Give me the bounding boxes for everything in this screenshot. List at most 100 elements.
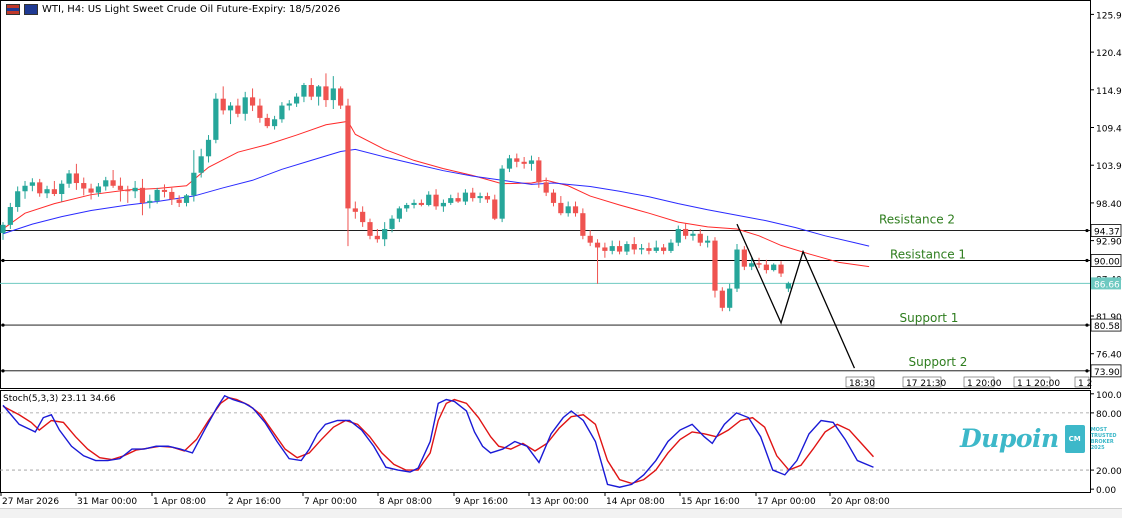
stochastic-tick-label: 0.00 — [1096, 486, 1116, 496]
candle — [492, 194, 498, 221]
price-tick-label: 98.40 — [1096, 200, 1122, 210]
level-price-label: 90.00 — [1094, 257, 1120, 267]
candle-body — [73, 173, 79, 184]
candle-body — [257, 105, 263, 118]
candle — [316, 85, 322, 106]
level-anchor-dot — [1, 323, 5, 327]
candle-body — [506, 158, 513, 169]
candle — [95, 183, 102, 197]
candle-body — [345, 105, 351, 209]
candle — [264, 113, 270, 129]
candle — [294, 93, 300, 107]
candle — [638, 244, 645, 255]
candle — [147, 194, 153, 209]
candle — [198, 148, 204, 178]
level-anchor-dot — [1085, 323, 1089, 327]
candle-body — [734, 249, 740, 289]
candle — [15, 186, 21, 212]
candle-body — [22, 185, 28, 192]
candle — [602, 242, 608, 258]
candle — [345, 98, 351, 247]
candle — [279, 102, 285, 123]
candle — [125, 185, 131, 203]
candle — [683, 223, 689, 240]
candle — [352, 201, 358, 219]
candle — [374, 228, 380, 243]
candle — [675, 225, 681, 247]
candle — [484, 192, 491, 203]
candle-body — [352, 208, 358, 212]
candle-body — [338, 88, 344, 106]
candle — [558, 196, 564, 216]
candle — [213, 93, 219, 144]
candle — [51, 180, 57, 197]
candle-body — [81, 183, 87, 189]
candle-body — [176, 199, 182, 203]
candle — [205, 135, 212, 163]
candle — [705, 235, 711, 248]
candle-body — [484, 196, 491, 200]
candle-body — [110, 180, 116, 186]
candle-body — [712, 240, 718, 291]
candle — [191, 150, 197, 202]
candle-body — [602, 247, 608, 251]
candle-body — [609, 246, 615, 251]
candle — [455, 192, 461, 203]
candle-body — [88, 188, 94, 193]
session-marker — [902, 376, 942, 388]
candle-body — [154, 189, 160, 201]
candle — [235, 98, 241, 118]
candle-body — [558, 202, 564, 214]
candle-body — [161, 189, 168, 192]
candle-body — [132, 187, 138, 192]
candle-body — [727, 288, 733, 308]
candle-body — [440, 202, 446, 207]
candle — [653, 240, 659, 253]
stochastic-tick-label: 20.00 — [1096, 467, 1122, 477]
candle — [785, 281, 791, 293]
candle — [594, 239, 601, 284]
candle-body — [404, 204, 410, 209]
time-tick-label: 13 Apr 00:00 — [530, 497, 589, 507]
candle-body — [330, 88, 336, 101]
session-marker-label: 18:30 — [849, 379, 875, 389]
candle — [7, 202, 13, 229]
candle-body — [59, 183, 65, 194]
candle — [778, 261, 784, 277]
candle-body — [616, 246, 623, 252]
candle — [308, 78, 314, 101]
candle — [0, 222, 6, 240]
candle-body — [749, 263, 755, 267]
candle-body — [572, 206, 579, 214]
candle-body — [536, 160, 542, 183]
candle — [616, 240, 623, 255]
stochastic-tick-label: 80.00 — [1096, 410, 1122, 420]
candle — [661, 244, 667, 255]
candle — [73, 163, 79, 190]
candle-body — [103, 180, 109, 187]
candle-body — [587, 235, 593, 243]
candle-body — [125, 189, 131, 192]
candle-body — [308, 85, 314, 97]
candle-body — [580, 213, 586, 236]
candle — [37, 178, 43, 197]
level-price-label: 94.37 — [1094, 228, 1120, 238]
stochastic-header: Stoch(5,3,3) 23.11 34.66 — [3, 394, 116, 404]
candle — [528, 155, 535, 171]
chart-title-bar: WTI, H4: US Light Sweet Crude Oil Future… — [6, 4, 340, 15]
candle-body — [249, 97, 256, 106]
candle-body — [15, 191, 21, 208]
candle-body — [301, 85, 307, 97]
trust-badge-icon: CM — [1064, 424, 1085, 453]
candle — [29, 178, 35, 192]
session-marker-label: 17 21:30 — [906, 379, 947, 389]
symbol-title: WTI, H4: US Light Sweet Crude Oil Future… — [42, 4, 341, 15]
candle — [389, 215, 395, 233]
candle-body — [316, 86, 322, 97]
candle-body — [550, 192, 557, 203]
candle — [161, 184, 168, 198]
candle-body — [763, 264, 769, 271]
candle — [756, 257, 762, 269]
candle-body — [139, 187, 146, 203]
